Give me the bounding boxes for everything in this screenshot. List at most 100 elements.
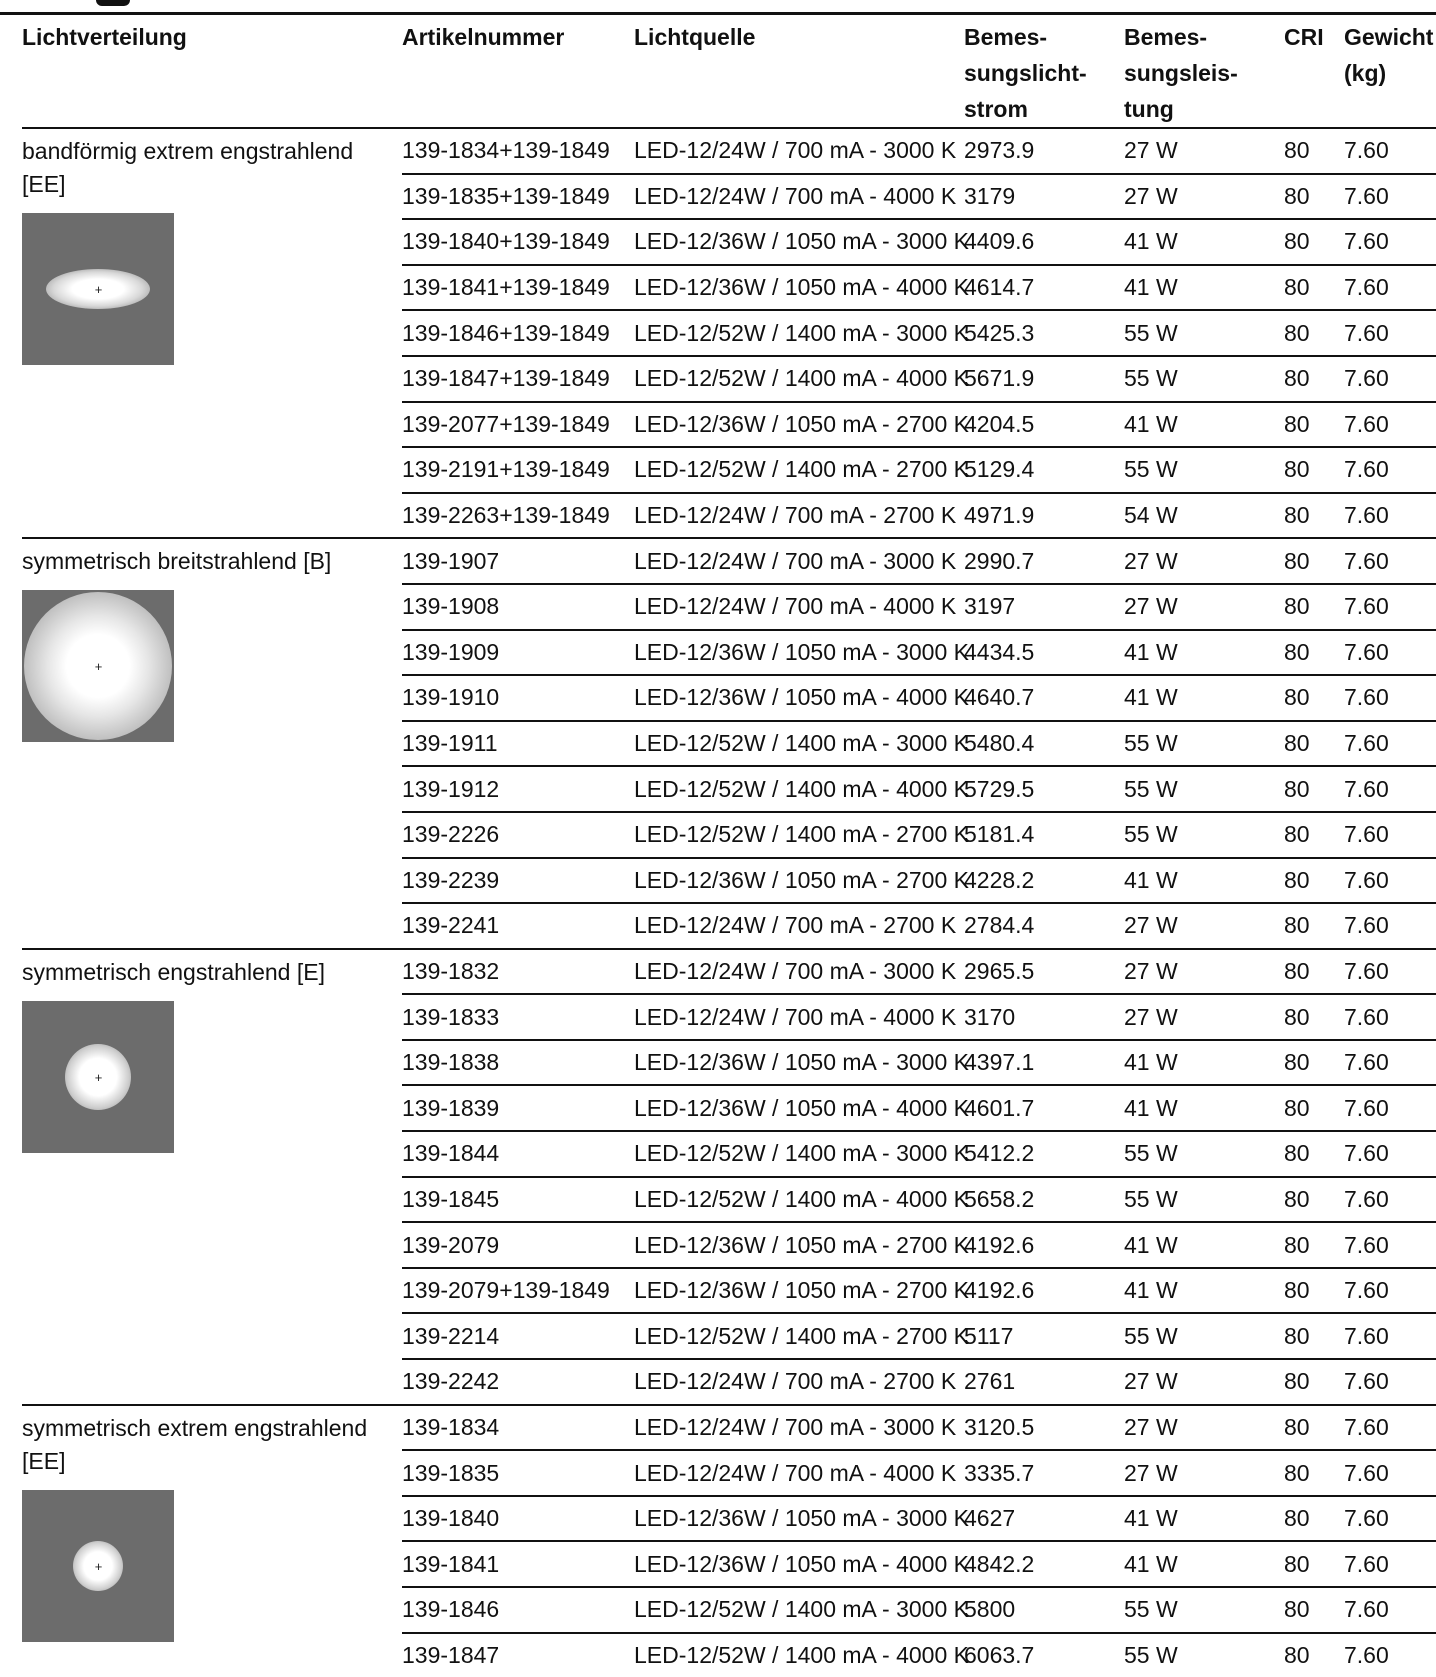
cell-leistung: 55 W [1124,765,1284,812]
cell-leistung: 55 W [1124,1175,1284,1223]
cell-gewicht: 7.60 [1344,947,1436,995]
cell-leistung: 41 W [1124,856,1284,904]
cell-cri: 80 [1284,1586,1344,1633]
cell-leistung: 55 W [1124,1312,1284,1360]
cell-gewicht: 7.60 [1344,172,1436,220]
table-row: symmetrisch extrem engstrahlend [EE] +139… [22,1403,1436,1677]
table-row: bandförmig extrem engstrahlend [EE] +139-… [22,126,1436,539]
light-spot [73,1540,123,1591]
cell-lichtquelle: LED-12/24W / 700 mA - 4000 K [634,172,964,220]
cell-leistung: 41 W [1124,1084,1284,1132]
table-row: 139-1838 LED-12/36W / 1050 mA - 3000 K 439… [22,1038,1436,1086]
cell-artikelnummer: 139-2239 [402,856,634,904]
cell-lichtquelle: LED-12/24W / 700 mA - 2700 K [634,902,964,949]
cell-lichtstrom: 4640.7 [964,674,1124,721]
cell-cri: 80 [1284,765,1344,812]
cell-cri: 80 [1284,1084,1344,1132]
cell-cri: 80 [1284,1449,1344,1496]
cell-lichtquelle: LED-12/36W / 1050 mA - 3000 K [634,1494,969,1542]
header-lichtstrom: Bemes- sungslicht- strom [964,15,1124,129]
narrow-beam-icon: + [22,1000,174,1153]
cell-leistung: 27 W [1124,172,1284,220]
cell-lichtquelle: LED-12/24W / 700 mA - 4000 K [634,1449,964,1496]
cell-cri: 80 [1284,993,1344,1040]
table-row: 139-1845 LED-12/52W / 1400 mA - 4000 K 565… [22,1175,1436,1223]
cell-cri: 80 [1284,1266,1344,1314]
cell-gewicht: 7.60 [1344,1084,1436,1132]
table-row: 139-2079+139-1849 LED-12/36W / 1050 mA - … [22,1266,1436,1314]
cell-lichtstrom: 4601.7 [964,1084,1124,1132]
cell-cri: 80 [1284,582,1344,630]
cell-lichtquelle: LED-12/52W / 1400 mA - 3000 K [634,309,969,356]
cell-lichtstrom: 5117 [964,1312,1124,1360]
table-row: 139-1847 LED-12/52W / 1400 mA - 4000 K 606… [22,1631,1436,1677]
cell-leistung: 55 W [1124,1631,1284,1677]
cell-leistung: 41 W [1124,1038,1284,1086]
cell-lichtquelle: LED-12/52W / 1400 mA - 4000 K [634,765,969,812]
cell-cri: 80 [1284,446,1344,493]
cell-lichtquelle: LED-12/52W / 1400 mA - 3000 K [634,1586,969,1633]
cell-artikelnummer: 139-1835+139-1849 [402,172,634,220]
table-row: 139-1835+139-1849 LED-12/24W / 700 mA - 4… [22,172,1436,220]
cell-gewicht: 7.60 [1344,1449,1436,1496]
cell-lichtquelle: LED-12/36W / 1050 mA - 3000 K [634,218,969,265]
cell-lichtstrom: 3170 [964,993,1124,1040]
cell-lichtstrom: 5425.3 [964,309,1124,356]
cell-cri: 80 [1284,628,1344,676]
cell-lichtstrom: 2973.9 [964,127,1124,174]
header-leistung: Bemes- sungsleis- tung [1124,15,1284,129]
cell-artikelnummer: 139-2263+139-1849 [402,491,634,539]
cell-lichtstrom: 3335.7 [964,1449,1124,1496]
cell-artikelnummer: 139-1908 [402,582,634,630]
cell-gewicht: 7.60 [1344,1221,1436,1268]
table-row: 139-1847+139-1849 LED-12/52W / 1400 mA - … [22,354,1436,402]
cell-gewicht: 7.60 [1344,218,1436,265]
wide-beam-icon: + [22,590,174,743]
cell-gewicht: 7.60 [1344,1312,1436,1360]
cell-cri: 80 [1284,1175,1344,1223]
cell-gewicht: 7.60 [1344,902,1436,949]
cell-cri: 80 [1284,1631,1344,1677]
cell-gewicht: 7.60 [1344,1038,1436,1086]
cell-lichtquelle: LED-12/36W / 1050 mA - 3000 K [634,1038,969,1086]
cell-artikelnummer: 139-1847+139-1849 [402,354,634,402]
cell-leistung: 41 W [1124,218,1284,265]
cell-leistung: 27 W [1124,1358,1284,1405]
cell-cri: 80 [1284,1312,1344,1360]
cell-artikelnummer: 139-1912 [402,765,634,812]
cell-lichtstrom: 4614.7 [964,263,1124,311]
table-row: 139-2239 LED-12/36W / 1050 mA - 2700 K 422… [22,856,1436,904]
cell-artikelnummer: 139-2241 [402,902,634,949]
cell-gewicht: 7.60 [1344,719,1436,767]
cell-artikelnummer: 139-1846+139-1849 [402,309,634,356]
cell-cri: 80 [1284,1540,1344,1587]
cell-leistung: 27 W [1124,537,1284,584]
center-marker-icon: + [94,1558,103,1574]
cell-artikelnummer: 139-2242 [402,1358,634,1405]
cell-lichtstrom: 2965.5 [964,947,1124,995]
cell-leistung: 27 W [1124,1449,1284,1496]
cell-artikelnummer: 139-2079 [402,1221,634,1268]
group-label: symmetrisch extrem engstrahlend [EE] [22,1414,368,1474]
cell-gewicht: 7.60 [1344,446,1436,493]
header-lichtverteilung: Lichtverteilung [22,15,402,129]
center-marker-icon: + [94,659,103,675]
cell-leistung: 41 W [1124,263,1284,311]
cell-leistung: 41 W [1124,628,1284,676]
cell-leistung: 55 W [1124,810,1284,858]
table-row: 139-1844 LED-12/52W / 1400 mA - 3000 K 541… [22,1130,1436,1177]
table-row: 139-1833 LED-12/24W / 700 mA - 4000 K 3170… [22,993,1436,1040]
cell-artikelnummer: 139-2079+139-1849 [402,1266,634,1314]
cell-leistung: 27 W [1124,993,1284,1040]
cell-lichtstrom: 3179 [964,172,1124,220]
cell-artikelnummer: 139-1834+139-1849 [402,127,634,174]
cell-artikelnummer: 139-1832 [402,947,634,995]
cell-lichtstrom: 3197 [964,582,1124,630]
table-row: 139-2241 LED-12/24W / 700 mA - 2700 K 2784… [22,902,1436,949]
cell-artikelnummer: 139-1834 [402,1403,634,1451]
cell-cri: 80 [1284,172,1344,220]
light-spot [24,592,172,741]
group-label: bandförmig extrem engstrahlend [EE] [22,138,354,197]
cell-cri: 80 [1284,1403,1344,1451]
cell-artikelnummer: 139-1838 [402,1038,634,1086]
